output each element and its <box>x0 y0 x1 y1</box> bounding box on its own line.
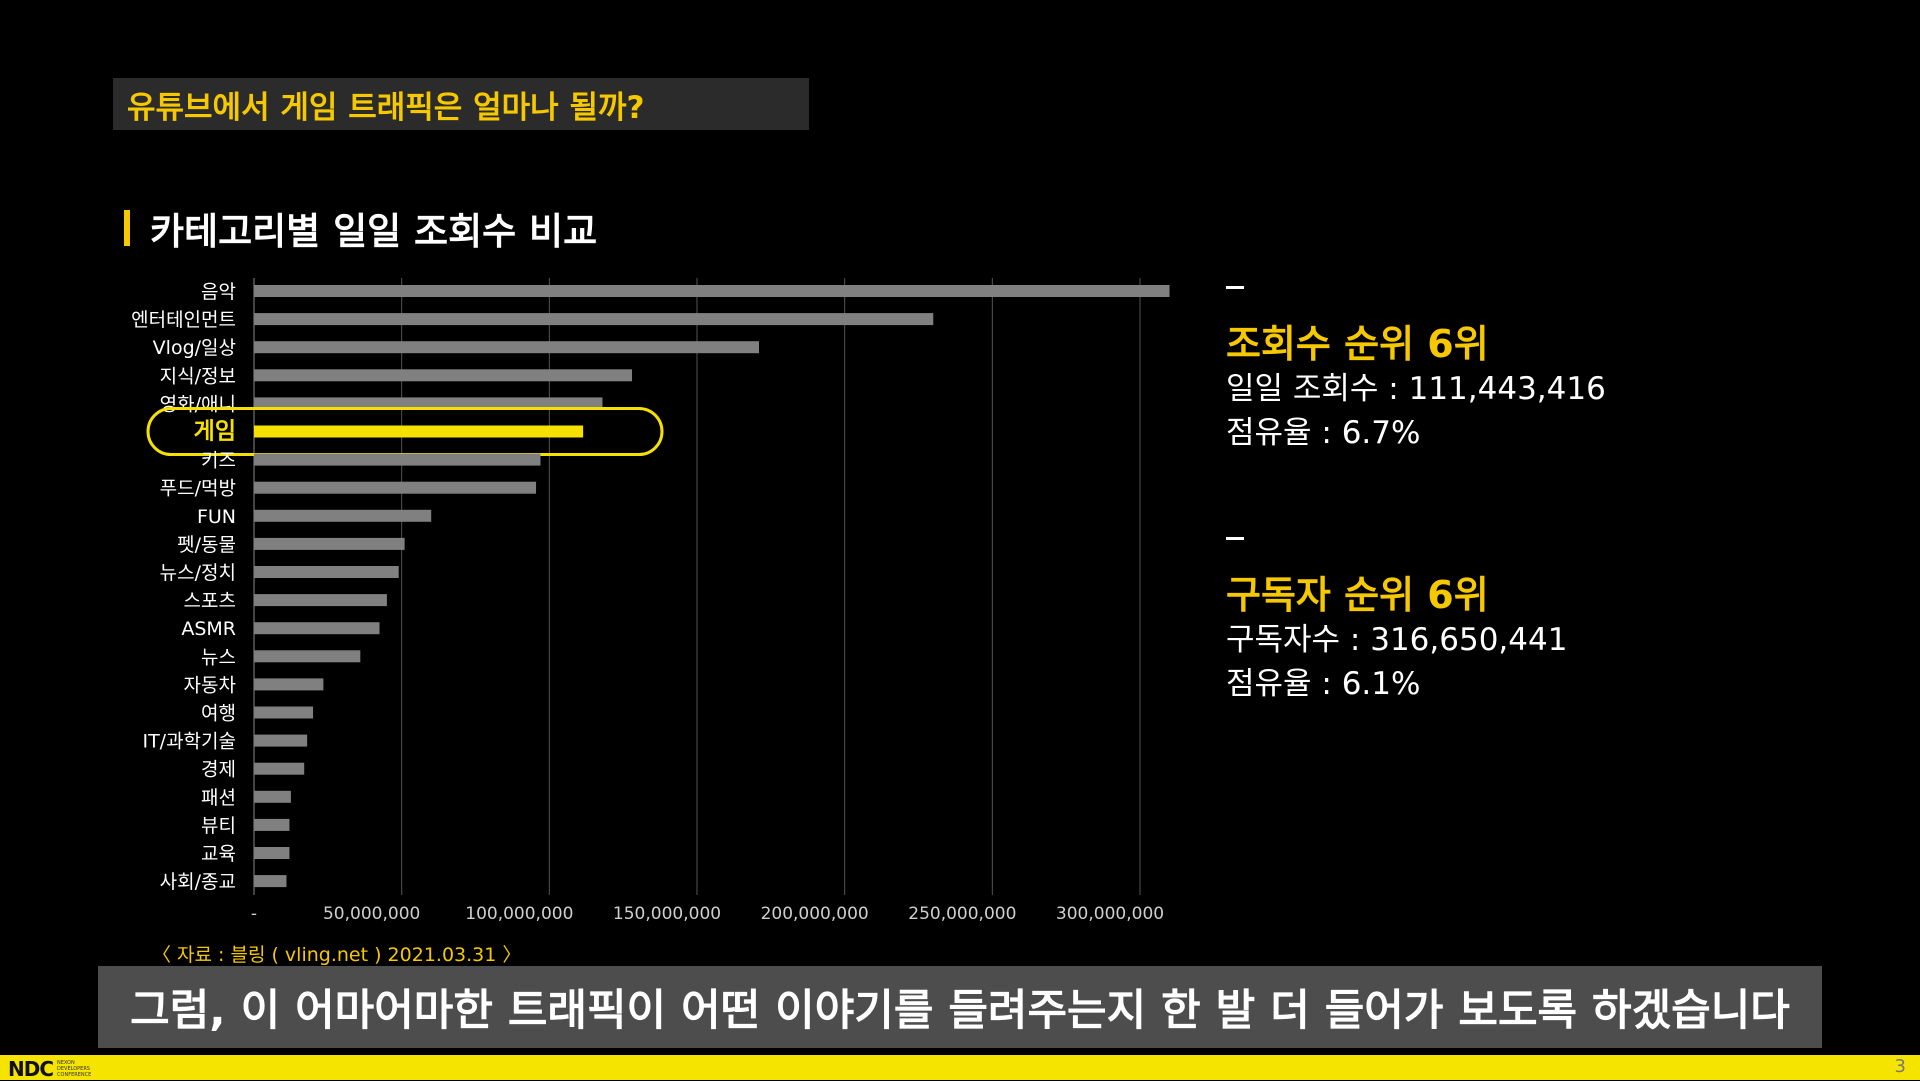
logo-sub-line: NEXON <box>57 1060 75 1066</box>
views-rank-heading: 조회수 순위 6위 <box>1226 322 1489 366</box>
bar <box>254 453 541 466</box>
caption-text: 그럼, 이 어마어마한 트래픽이 어떤 이야기를 들려주는지 한 발 더 들어가… <box>130 986 1790 1036</box>
section-accent-bar <box>124 210 130 246</box>
bar <box>254 818 290 831</box>
bar <box>254 341 760 354</box>
category-label: 음악 <box>201 281 236 303</box>
caption-bar: 그럼, 이 어마어마한 트래픽이 어떤 이야기를 들려주는지 한 발 더 들어가… <box>98 966 1822 1048</box>
category-label: 뉴스 <box>201 646 236 668</box>
x-tick-label: 300,000,000 <box>1056 904 1164 924</box>
bar <box>254 875 287 888</box>
category-label: 여행 <box>201 703 236 725</box>
bar <box>254 622 380 635</box>
stat-dash <box>1226 537 1244 540</box>
category-label: 경제 <box>201 759 236 781</box>
x-tick-label: 200,000,000 <box>761 904 869 924</box>
bar <box>254 762 305 775</box>
bar <box>254 847 290 859</box>
x-tick-label: 50,000,000 <box>323 904 420 924</box>
logo-mark: NDC <box>8 1057 54 1081</box>
category-label: 지식/정보 <box>160 365 236 387</box>
category-label: 엔터테인먼트 <box>131 309 236 331</box>
category-label: 패션 <box>201 787 236 809</box>
category-label: 뷰티 <box>201 815 236 837</box>
category-label: 펫/동물 <box>177 534 236 556</box>
footer-bar <box>0 1055 1920 1080</box>
views-stat-block: 조회수 순위 6위 일일 조회수 : 111,443,416 점유율 : 6.7… <box>1226 286 1606 455</box>
category-label: 교육 <box>201 843 236 865</box>
bar <box>254 734 308 747</box>
bar <box>254 509 432 522</box>
subscribers-stat-block: 구독자 순위 6위 구독자수 : 316,650,441 점유율 : 6.1% <box>1226 537 1567 706</box>
bar <box>254 706 314 719</box>
category-label: 스포츠 <box>184 590 236 612</box>
subscribers-share-line: 점유율 : 6.1% <box>1226 666 1421 702</box>
category-label: 뉴스/정치 <box>160 562 236 584</box>
category-label: IT/과학기술 <box>142 731 236 753</box>
bar <box>254 594 387 607</box>
bar <box>254 537 405 550</box>
x-tick-label: 150,000,000 <box>613 904 721 924</box>
bar <box>254 425 584 438</box>
footer-logo: NDC NEXON DEVELOPERS CONFERENCE <box>8 1057 91 1081</box>
subscribers-count-line: 구독자수 : 316,650,441 <box>1226 622 1568 658</box>
source-note: 〈 자료 : 블링 ( vling.net ) 2021.03.31 〉 <box>152 944 522 966</box>
bar <box>254 481 537 494</box>
category-label: 자동차 <box>184 674 236 696</box>
category-label: 게임 <box>194 419 236 445</box>
logo-sub-line: DEVELOPERS <box>57 1066 90 1072</box>
slide-title: 유튜브에서 게임 트래픽은 얼마나 될까? <box>127 89 645 126</box>
x-tick-label: 100,000,000 <box>465 904 573 924</box>
daily-views-line: 일일 조회수 : 111,443,416 <box>1226 371 1606 407</box>
bar <box>254 790 291 803</box>
bar <box>254 285 1170 297</box>
bar <box>254 650 361 663</box>
bar <box>254 678 324 691</box>
category-label: FUN <box>197 506 236 528</box>
bar <box>254 566 399 578</box>
category-label: Vlog/일상 <box>153 337 236 359</box>
bar <box>254 313 934 326</box>
views-share-line: 점유율 : 6.7% <box>1226 415 1421 451</box>
bar <box>254 369 633 382</box>
logo-subtext: NEXON DEVELOPERS CONFERENCE <box>57 1060 91 1078</box>
category-label: 푸드/먹방 <box>160 478 236 500</box>
slide-title-banner: 유튜브에서 게임 트래픽은 얼마나 될까? <box>113 78 809 130</box>
category-label: 영화/애니 <box>160 393 236 415</box>
section-title: 카테고리별 일일 조회수 비교 <box>150 210 598 253</box>
bar <box>254 397 603 410</box>
category-label: ASMR <box>181 618 236 640</box>
logo-sub-line: CONFERENCE <box>57 1072 92 1078</box>
category-label: 키즈 <box>201 450 236 472</box>
x-tick-label: 250,000,000 <box>908 904 1016 924</box>
x-tick-label: - <box>251 904 257 924</box>
bar-chart: - 50,000,000 100,000,000 150,000,000 200,000… <box>131 278 1170 924</box>
page-number: 3 <box>1894 1056 1906 1077</box>
subscribers-rank-heading: 구독자 순위 6위 <box>1226 573 1489 617</box>
section-heading: 카테고리별 일일 조회수 비교 <box>124 203 597 253</box>
category-label: 사회/종교 <box>160 871 236 893</box>
stat-dash <box>1226 286 1244 289</box>
